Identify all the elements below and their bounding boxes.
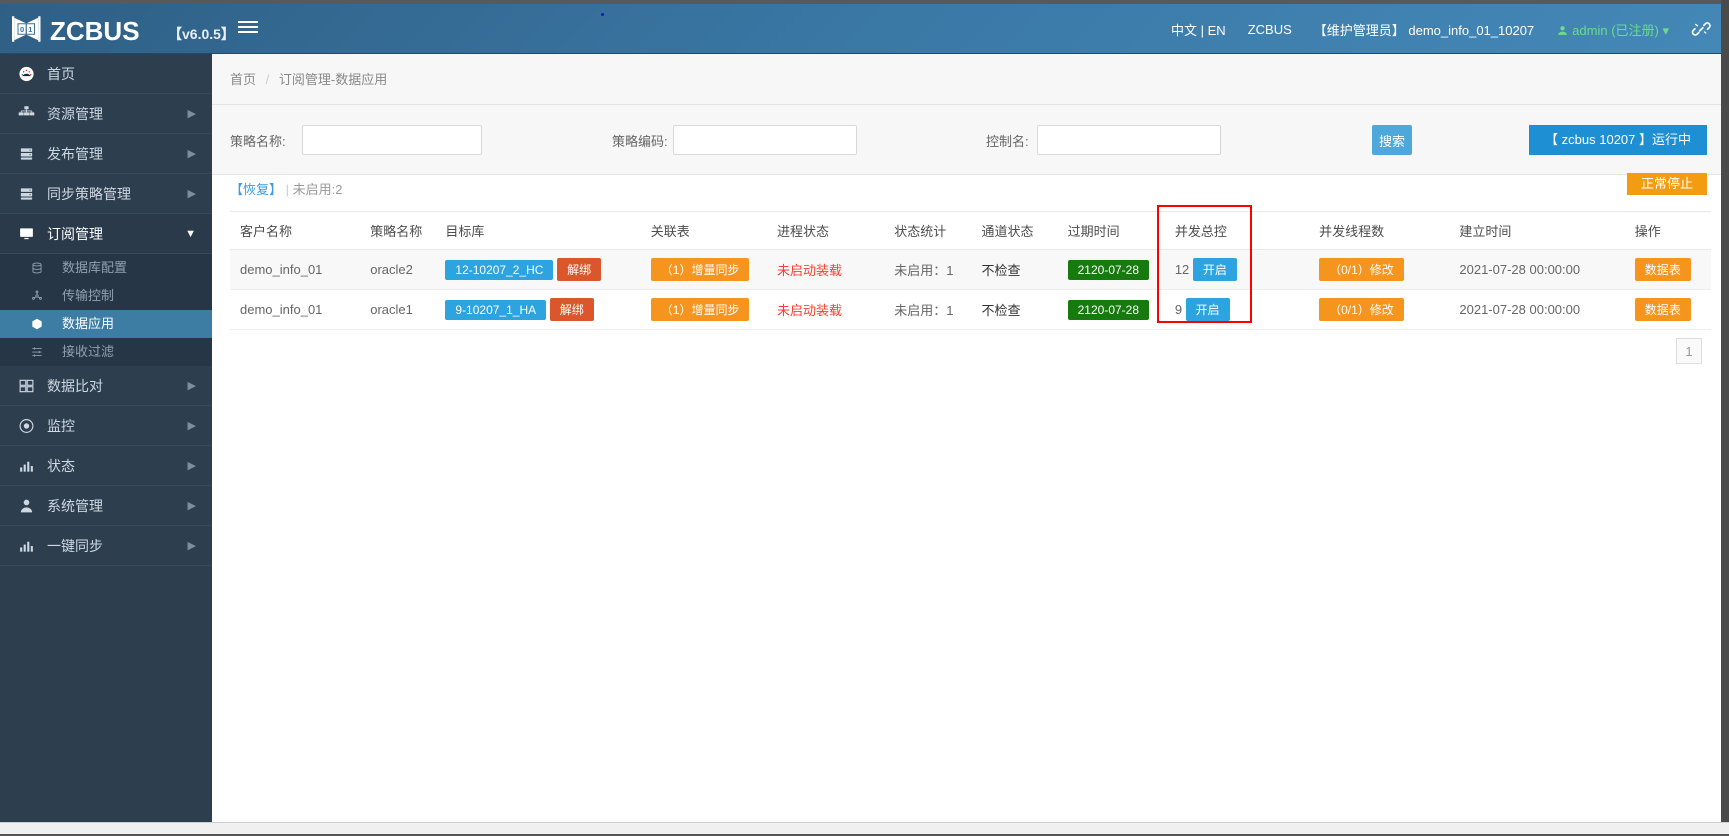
svg-text:1: 1	[28, 25, 32, 34]
svg-text:0: 0	[20, 25, 24, 34]
